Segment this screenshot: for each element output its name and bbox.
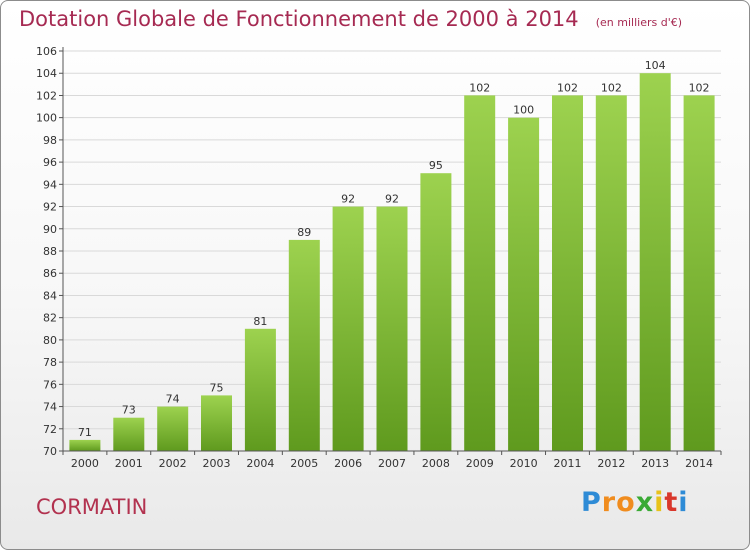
chart-subtitle: (en milliers d'€): [595, 16, 683, 29]
data-label: 92: [341, 193, 355, 206]
y-tick-label: 72: [43, 423, 57, 436]
x-tick-label: 2014: [685, 457, 713, 470]
logo-letter: i: [654, 487, 665, 518]
bar-2014: [683, 95, 715, 452]
y-tick-label: 74: [43, 401, 57, 414]
data-label: 74: [166, 393, 180, 406]
y-tick-label: 82: [43, 312, 57, 325]
y-tick-label: 76: [43, 378, 57, 391]
title-row: Dotation Globale de Fonctionnement de 20…: [19, 7, 682, 31]
bar-2002: [157, 406, 189, 451]
logo-letter: P: [581, 487, 602, 518]
logo-letter: r: [601, 487, 617, 518]
bar-2001: [113, 417, 145, 451]
data-label: 73: [122, 404, 136, 417]
x-tick-label: 2010: [510, 457, 538, 470]
bar-2013: [639, 73, 671, 451]
bar-2004: [244, 328, 276, 451]
x-tick-label: 2001: [115, 457, 143, 470]
x-tick-label: 2011: [553, 457, 581, 470]
logo-letter: i: [678, 487, 689, 518]
y-tick-label: 98: [43, 134, 57, 147]
logo-letter: t: [664, 487, 679, 518]
logo-letter: x: [635, 487, 655, 518]
x-tick-label: 2005: [290, 457, 318, 470]
y-tick-label: 104: [36, 67, 57, 80]
bar-2009: [464, 95, 496, 452]
bar-2011: [552, 95, 583, 452]
data-label: 95: [429, 159, 443, 172]
data-label: 71: [78, 426, 92, 439]
data-label: 89: [297, 226, 311, 239]
bar-2006: [332, 206, 364, 451]
bar-2008: [420, 173, 452, 451]
x-tick-label: 2006: [334, 457, 362, 470]
y-tick-label: 90: [43, 223, 57, 236]
x-tick-label: 2012: [597, 457, 625, 470]
y-tick-label: 106: [36, 45, 57, 58]
x-tick-label: 2000: [71, 457, 99, 470]
bar-2000: [69, 439, 101, 451]
data-label: 92: [385, 193, 399, 206]
bar-2005: [288, 239, 320, 451]
x-tick-label: 2002: [159, 457, 187, 470]
y-tick-label: 92: [43, 201, 57, 214]
x-tick-label: 2008: [422, 457, 450, 470]
data-label: 100: [513, 104, 534, 117]
data-label: 102: [469, 81, 490, 94]
y-tick-label: 96: [43, 156, 57, 169]
bar-2010: [508, 117, 540, 451]
y-tick-label: 94: [43, 178, 57, 191]
data-label: 81: [253, 315, 267, 328]
x-tick-label: 2007: [378, 457, 406, 470]
y-tick-label: 70: [43, 445, 57, 458]
x-tick-label: 2004: [246, 457, 274, 470]
data-label: 75: [210, 381, 224, 394]
logo-letter: o: [616, 487, 636, 518]
chart-title: Dotation Globale de Fonctionnement de 20…: [19, 7, 579, 31]
x-tick-label: 2003: [203, 457, 231, 470]
x-tick-label: 2013: [641, 457, 669, 470]
y-tick-label: 84: [43, 289, 57, 302]
data-label: 102: [601, 81, 622, 94]
bar-2007: [376, 206, 408, 451]
y-tick-label: 102: [36, 89, 57, 102]
data-label: 102: [557, 81, 578, 94]
y-tick-label: 86: [43, 267, 57, 280]
proxiti-logo: Proxiti: [581, 487, 689, 518]
data-label: 104: [645, 59, 666, 72]
y-tick-label: 80: [43, 334, 57, 347]
commune-name: CORMATIN: [36, 495, 148, 519]
x-tick-label: 2009: [466, 457, 494, 470]
y-tick-label: 78: [43, 356, 57, 369]
bar-2003: [201, 395, 232, 451]
y-tick-label: 100: [36, 112, 57, 125]
data-label: 102: [689, 81, 710, 94]
y-tick-label: 88: [43, 245, 57, 258]
bar-2012: [595, 95, 627, 452]
